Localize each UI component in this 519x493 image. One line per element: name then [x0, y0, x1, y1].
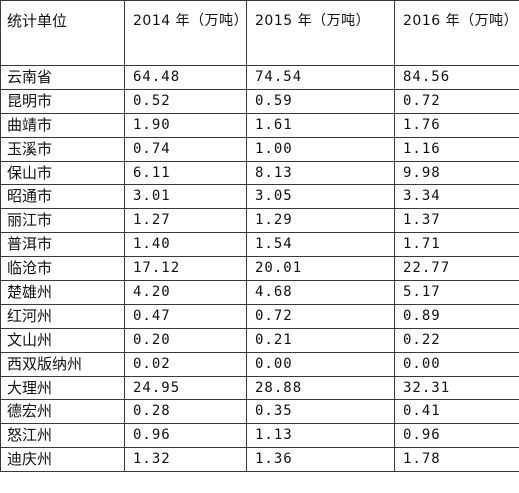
cell-2014: 0.47 [124, 303, 247, 329]
table-row: 临沧市 17.12 20.01 22.77 [0, 256, 519, 282]
cell-2016: 3.34 [394, 184, 519, 210]
cell-2015: 8.13 [246, 160, 395, 186]
cell-2016: 84.56 [394, 65, 519, 90]
cell-2014: 3.01 [124, 184, 247, 210]
cell-2014: 17.12 [124, 256, 247, 282]
cell-2016: 0.41 [394, 399, 519, 425]
cell-2015: 1.61 [246, 112, 395, 138]
cell-2015: 0.21 [246, 327, 395, 353]
cell-2014: 64.48 [124, 65, 247, 90]
cell-2015: 0.35 [246, 399, 395, 425]
table-row: 楚雄州 4.20 4.68 5.17 [0, 280, 519, 305]
cell-unit: 西双版纳州 [0, 351, 125, 377]
table-row: 红河州 0.47 0.72 0.89 [0, 303, 519, 329]
cell-2015: 1.54 [246, 232, 395, 258]
cell-2016: 22.77 [394, 256, 519, 282]
cell-2016: 9.98 [394, 160, 519, 186]
cell-unit: 大理州 [0, 375, 125, 401]
table-row: 德宏州 0.28 0.35 0.41 [0, 399, 519, 425]
cell-2014: 6.11 [124, 160, 247, 186]
table-row: 丽江市 1.27 1.29 1.37 [0, 208, 519, 234]
cell-2014: 0.52 [124, 88, 247, 114]
cell-2014: 1.40 [124, 232, 247, 258]
cell-2015: 1.13 [246, 423, 395, 449]
cell-2015: 1.00 [246, 136, 395, 162]
cell-2014: 24.95 [124, 375, 247, 401]
cell-unit: 迪庆州 [0, 447, 125, 473]
cell-2014: 4.20 [124, 280, 247, 305]
cell-unit: 临沧市 [0, 256, 125, 282]
table-row: 普洱市 1.40 1.54 1.71 [0, 232, 519, 258]
cell-2015: 3.05 [246, 184, 395, 210]
cell-2014: 1.27 [124, 208, 247, 234]
table-row: 玉溪市 0.74 1.00 1.16 [0, 136, 519, 162]
table-row: 西双版纳州 0.02 0.00 0.00 [0, 351, 519, 377]
cell-2016: 1.76 [394, 112, 519, 138]
cell-2016: 1.16 [394, 136, 519, 162]
cell-2014: 0.28 [124, 399, 247, 425]
cell-2016: 5.17 [394, 280, 519, 305]
header-row: 统计单位 2014 年（万吨） 2015 年（万吨） 2016 年（万吨） [0, 0, 519, 66]
cell-2015: 28.88 [246, 375, 395, 401]
cell-unit: 曲靖市 [0, 112, 125, 138]
cell-2014: 1.32 [124, 447, 247, 473]
header-2014: 2014 年（万吨） [124, 0, 248, 66]
table-row: 云南省 64.48 74.54 84.56 [0, 65, 519, 90]
cell-unit: 昭通市 [0, 184, 125, 210]
table-row: 文山州 0.20 0.21 0.22 [0, 327, 519, 353]
cell-unit: 云南省 [0, 65, 125, 90]
table-row: 迪庆州 1.32 1.36 1.78 [0, 447, 519, 473]
cell-2014: 0.96 [124, 423, 247, 449]
cell-2016: 1.71 [394, 232, 519, 258]
header-2015: 2015 年（万吨） [246, 0, 395, 66]
cell-2016: 1.37 [394, 208, 519, 234]
cell-unit: 保山市 [0, 160, 125, 186]
cell-2014: 0.74 [124, 136, 247, 162]
table-row: 保山市 6.11 8.13 9.98 [0, 160, 519, 186]
cell-2016: 1.78 [394, 447, 519, 473]
cell-2016: 32.31 [394, 375, 519, 401]
cell-2016: 0.72 [394, 88, 519, 114]
table-row: 昭通市 3.01 3.05 3.34 [0, 184, 519, 210]
table-row: 昆明市 0.52 0.59 0.72 [0, 88, 519, 114]
cell-2016: 0.96 [394, 423, 519, 449]
cell-unit: 楚雄州 [0, 280, 125, 305]
cell-2014: 0.20 [124, 327, 247, 353]
cell-unit: 怒江州 [0, 423, 125, 449]
cell-2014: 1.90 [124, 112, 247, 138]
table-row: 曲靖市 1.90 1.61 1.76 [0, 112, 519, 138]
table-body: 云南省 64.48 74.54 84.56 昆明市 0.52 0.59 0.72 曲靖市 1.90… [0, 65, 519, 473]
cell-unit: 红河州 [0, 303, 125, 329]
cell-2015: 74.54 [246, 65, 395, 90]
table-row: 怒江州 0.96 1.13 0.96 [0, 423, 519, 449]
cell-unit: 德宏州 [0, 399, 125, 425]
cell-2016: 0.22 [394, 327, 519, 353]
cell-2015: 0.59 [246, 88, 395, 114]
cell-2015: 4.68 [246, 280, 395, 305]
cell-2015: 1.36 [246, 447, 395, 473]
cell-2016: 0.89 [394, 303, 519, 329]
header-unit: 统计单位 [0, 0, 125, 66]
cell-unit: 玉溪市 [0, 136, 125, 162]
cell-unit: 普洱市 [0, 232, 125, 258]
header-2016: 2016 年（万吨） [394, 0, 519, 66]
table-row: 大理州 24.95 28.88 32.31 [0, 375, 519, 401]
cell-2015: 1.29 [246, 208, 395, 234]
cell-unit: 文山州 [0, 327, 125, 353]
cell-2014: 0.02 [124, 351, 247, 377]
cell-2015: 20.01 [246, 256, 395, 282]
data-table: 统计单位 2014 年（万吨） 2015 年（万吨） 2016 年（万吨） 云南… [0, 0, 519, 473]
cell-unit: 丽江市 [0, 208, 125, 234]
cell-2016: 0.00 [394, 351, 519, 377]
cell-unit: 昆明市 [0, 88, 125, 114]
cell-2015: 0.00 [246, 351, 395, 377]
cell-2015: 0.72 [246, 303, 395, 329]
